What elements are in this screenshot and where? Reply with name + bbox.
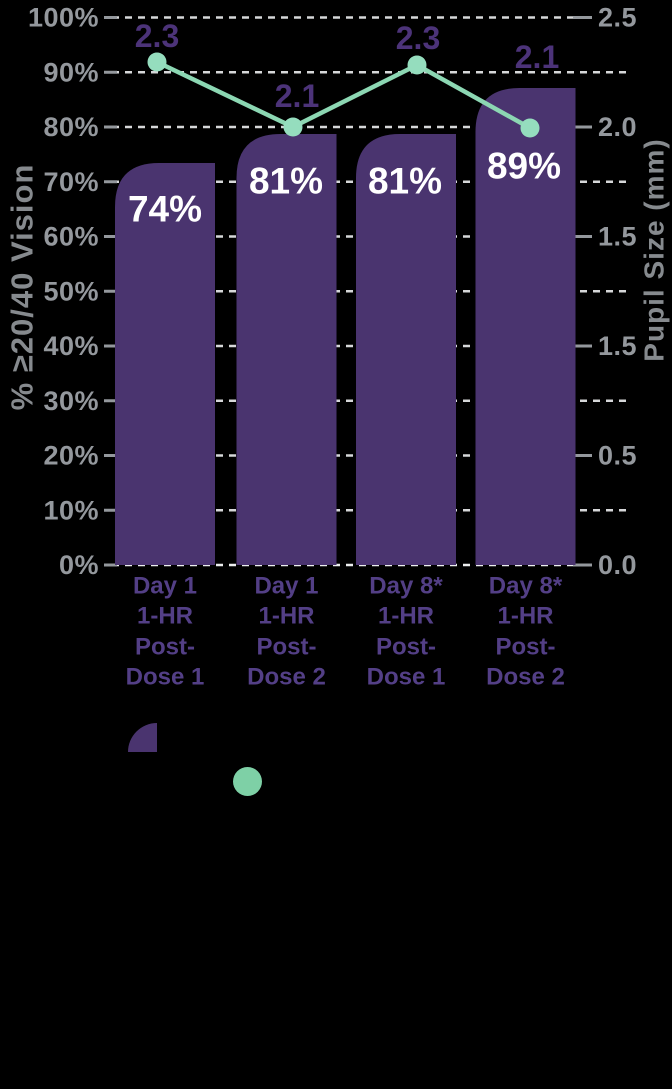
y-axis-tick-label: 90% xyxy=(43,57,99,87)
x-axis-label-line: 1-HR xyxy=(258,603,314,630)
y-axis-tick-label: 60% xyxy=(43,222,99,252)
line-point-marker xyxy=(283,117,303,137)
y-axis-tick-label: 40% xyxy=(43,331,99,361)
legend-bar-swatch xyxy=(128,723,157,752)
right-axis-title: Pupil Size (mm) xyxy=(639,138,670,361)
x-axis-label-line: Post- xyxy=(135,634,195,661)
y-axis-tick-label: 30% xyxy=(43,386,99,416)
x-axis-label-line: Dose 2 xyxy=(247,664,326,691)
bar xyxy=(115,163,215,565)
legend-line-dot-swatch xyxy=(233,767,262,796)
bar-value-label: 89% xyxy=(487,146,561,187)
point-value-label: 2.3 xyxy=(396,20,440,56)
right-axis-tick-label: 2.0 xyxy=(598,112,637,142)
bar xyxy=(475,88,576,565)
x-axis-label-line: Day 8* xyxy=(369,573,443,600)
x-axis-label-line: 1-HR xyxy=(497,603,553,630)
x-axis-label-line: Day 1 xyxy=(254,573,318,600)
x-axis-label-line: Post- xyxy=(376,634,436,661)
bar-value-label: 81% xyxy=(249,161,323,202)
y-axis-tick-label: 0% xyxy=(59,550,99,580)
y-axis-tick-label: 80% xyxy=(43,112,99,142)
y-axis-tick-label: 10% xyxy=(43,495,99,525)
right-axis-tick-label: 1.5 xyxy=(598,331,637,361)
y-axis-tick-label: 100% xyxy=(28,3,99,33)
left-axis-title: % ≥20/40 Vision xyxy=(5,164,40,411)
bar xyxy=(236,134,337,565)
bar-value-label: 74% xyxy=(128,189,202,230)
line-point-marker xyxy=(407,55,427,75)
right-axis-tick-label: 2.5 xyxy=(598,3,637,33)
right-axis-tick-label: 1.5 xyxy=(598,222,637,252)
x-axis-label-line: Dose 1 xyxy=(367,664,446,691)
y-axis-tick-label: 70% xyxy=(43,167,99,197)
x-axis-label-line: Dose 1 xyxy=(126,664,205,691)
combo-chart: 100% 90% 80% 70% 60% 50% 40% 30% 20% 10% 0% 2.5 2.0 1… xyxy=(5,3,670,691)
x-axis-label-line: Dose 2 xyxy=(486,664,565,691)
x-axis-label-line: Post- xyxy=(257,634,317,661)
x-axis-label-line: Day 1 xyxy=(133,573,197,600)
x-axis-label-line: 1-HR xyxy=(137,603,193,630)
x-axis-label-line: Post- xyxy=(496,634,556,661)
point-value-label: 2.3 xyxy=(135,18,179,54)
x-axis-label-line: Day 8* xyxy=(489,573,563,600)
point-value-label: 2.1 xyxy=(515,39,559,75)
y-axis-tick-label: 50% xyxy=(43,276,99,306)
point-value-label: 2.1 xyxy=(275,78,319,114)
line-point-marker xyxy=(147,52,167,72)
line-point-marker xyxy=(520,118,540,138)
x-axis-label-line: 1-HR xyxy=(378,603,434,630)
right-axis-tick-label: 0.5 xyxy=(598,441,637,471)
pupil-size-line xyxy=(156,59,532,130)
y-axis-tick-label: 20% xyxy=(43,441,99,471)
right-axis-tick-label: 0.0 xyxy=(598,550,637,580)
bar-value-label: 81% xyxy=(368,161,442,202)
bar xyxy=(356,134,456,565)
